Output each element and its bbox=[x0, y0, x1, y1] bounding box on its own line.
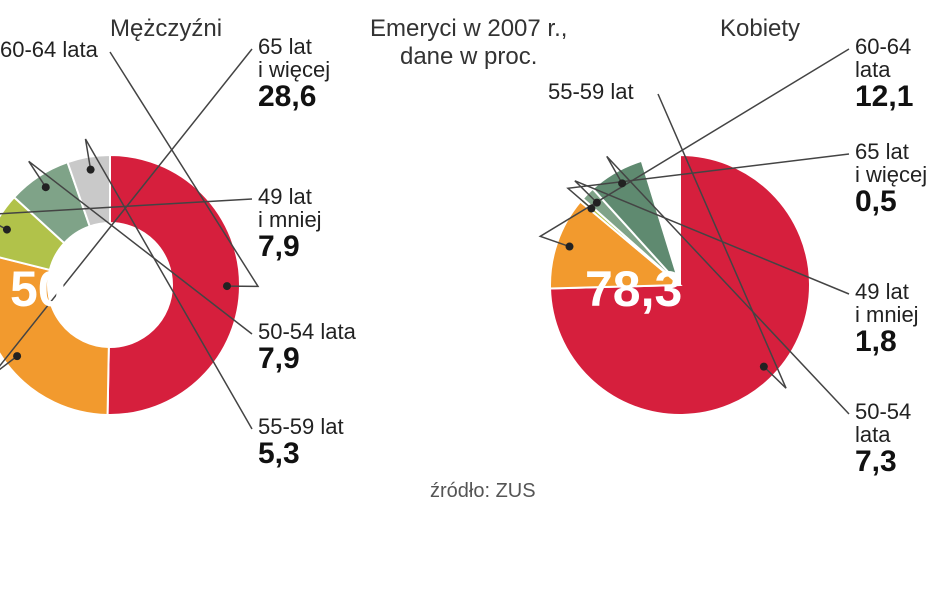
callout: 50-54 lata7,3 bbox=[855, 400, 948, 478]
men-main-value: 50,3 bbox=[10, 260, 107, 318]
callout: 60-64 lata12,1 bbox=[855, 35, 948, 113]
callout-label: 60-64 lata bbox=[0, 38, 98, 61]
callout-value: 1,8 bbox=[855, 326, 919, 358]
women-pie-chart bbox=[0, 0, 948, 593]
callout: 55-59 lat bbox=[548, 80, 634, 103]
callout-label: i mniej bbox=[855, 303, 919, 326]
callout: 65 lati więcej28,6 bbox=[258, 35, 330, 113]
callout-value: 5,3 bbox=[258, 438, 344, 470]
callout-label: 50-54 lata bbox=[855, 400, 948, 446]
callout-label: i więcej bbox=[258, 58, 330, 81]
callout-value: 7,9 bbox=[258, 343, 356, 375]
callout: 49 lati mniej1,8 bbox=[855, 280, 919, 358]
callout: 49 lati mniej7,9 bbox=[258, 185, 322, 263]
callout: 60-64 lata bbox=[0, 38, 98, 61]
callout-label: 55-59 lat bbox=[258, 415, 344, 438]
callout-value: 7,9 bbox=[258, 231, 322, 263]
callout-value: 28,6 bbox=[258, 81, 330, 113]
callout-label: i mniej bbox=[258, 208, 322, 231]
callout-label: i więcej bbox=[855, 163, 927, 186]
leader-dot bbox=[566, 243, 574, 251]
callout-value: 7,3 bbox=[855, 446, 948, 478]
callout-label: 65 lat bbox=[258, 35, 330, 58]
leader-dot bbox=[587, 205, 595, 213]
leader-dot bbox=[760, 363, 768, 371]
callout-label: 60-64 lata bbox=[855, 35, 948, 81]
callout-label: 49 lat bbox=[258, 185, 322, 208]
women-main-value: 78,3 bbox=[585, 260, 682, 318]
leader-dot bbox=[593, 199, 601, 207]
callout-label: 55-59 lat bbox=[548, 80, 634, 103]
callout-value: 0,5 bbox=[855, 186, 927, 218]
callout: 65 lati więcej0,5 bbox=[855, 140, 927, 218]
callout: 55-59 lat5,3 bbox=[258, 415, 344, 470]
chart-container: { "meta": { "subtitle_line1": "Emeryci w… bbox=[0, 0, 948, 593]
callout-label: 65 lat bbox=[855, 140, 927, 163]
callout-label: 49 lat bbox=[855, 280, 919, 303]
leader-dot bbox=[618, 179, 626, 187]
callout-value: 12,1 bbox=[855, 81, 948, 113]
callout-label: 50-54 lata bbox=[258, 320, 356, 343]
callout: 50-54 lata7,9 bbox=[258, 320, 356, 375]
